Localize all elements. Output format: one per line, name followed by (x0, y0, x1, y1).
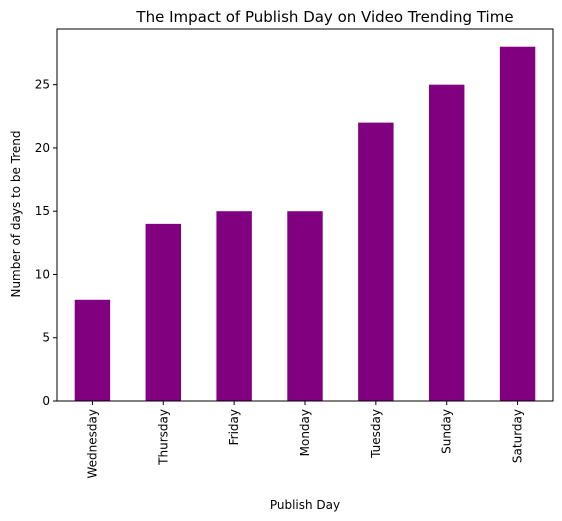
y-tick-label: 5 (42, 331, 50, 345)
x-tick-label: Sunday (440, 409, 454, 454)
bar-sunday (429, 84, 465, 402)
y-tick-label: 20 (35, 141, 50, 155)
x-tick-label: Wednesday (85, 409, 99, 478)
y-tick-label: 0 (42, 394, 50, 408)
bar-thursday (145, 223, 181, 401)
chart-title: The Impact of Publish Day on Video Trend… (135, 8, 513, 26)
bar-saturday (499, 46, 536, 401)
plot-frame (56, 28, 554, 402)
x-axis-label: Publish Day (270, 498, 340, 512)
bar-wednesday (74, 299, 111, 401)
y-tick-label: 10 (35, 267, 50, 281)
bar-friday (216, 211, 252, 401)
x-tick-label: Monday (298, 409, 312, 456)
plot-area: 0 5 10 15 20 25 Wednesday Thursday Friday Monday T… (35, 28, 554, 478)
x-tick-label: Friday (227, 409, 241, 445)
x-tick-label: Thursday (156, 409, 170, 466)
bar-monday (287, 211, 323, 401)
y-axis-label: Number of days to be Trend (9, 130, 23, 297)
y-tick-label: 25 (35, 78, 50, 92)
x-tick-label: Tuesday (369, 409, 383, 459)
bar-tuesday (358, 122, 394, 401)
x-tick-label: Saturday (511, 409, 525, 463)
y-tick-label: 15 (35, 204, 50, 218)
